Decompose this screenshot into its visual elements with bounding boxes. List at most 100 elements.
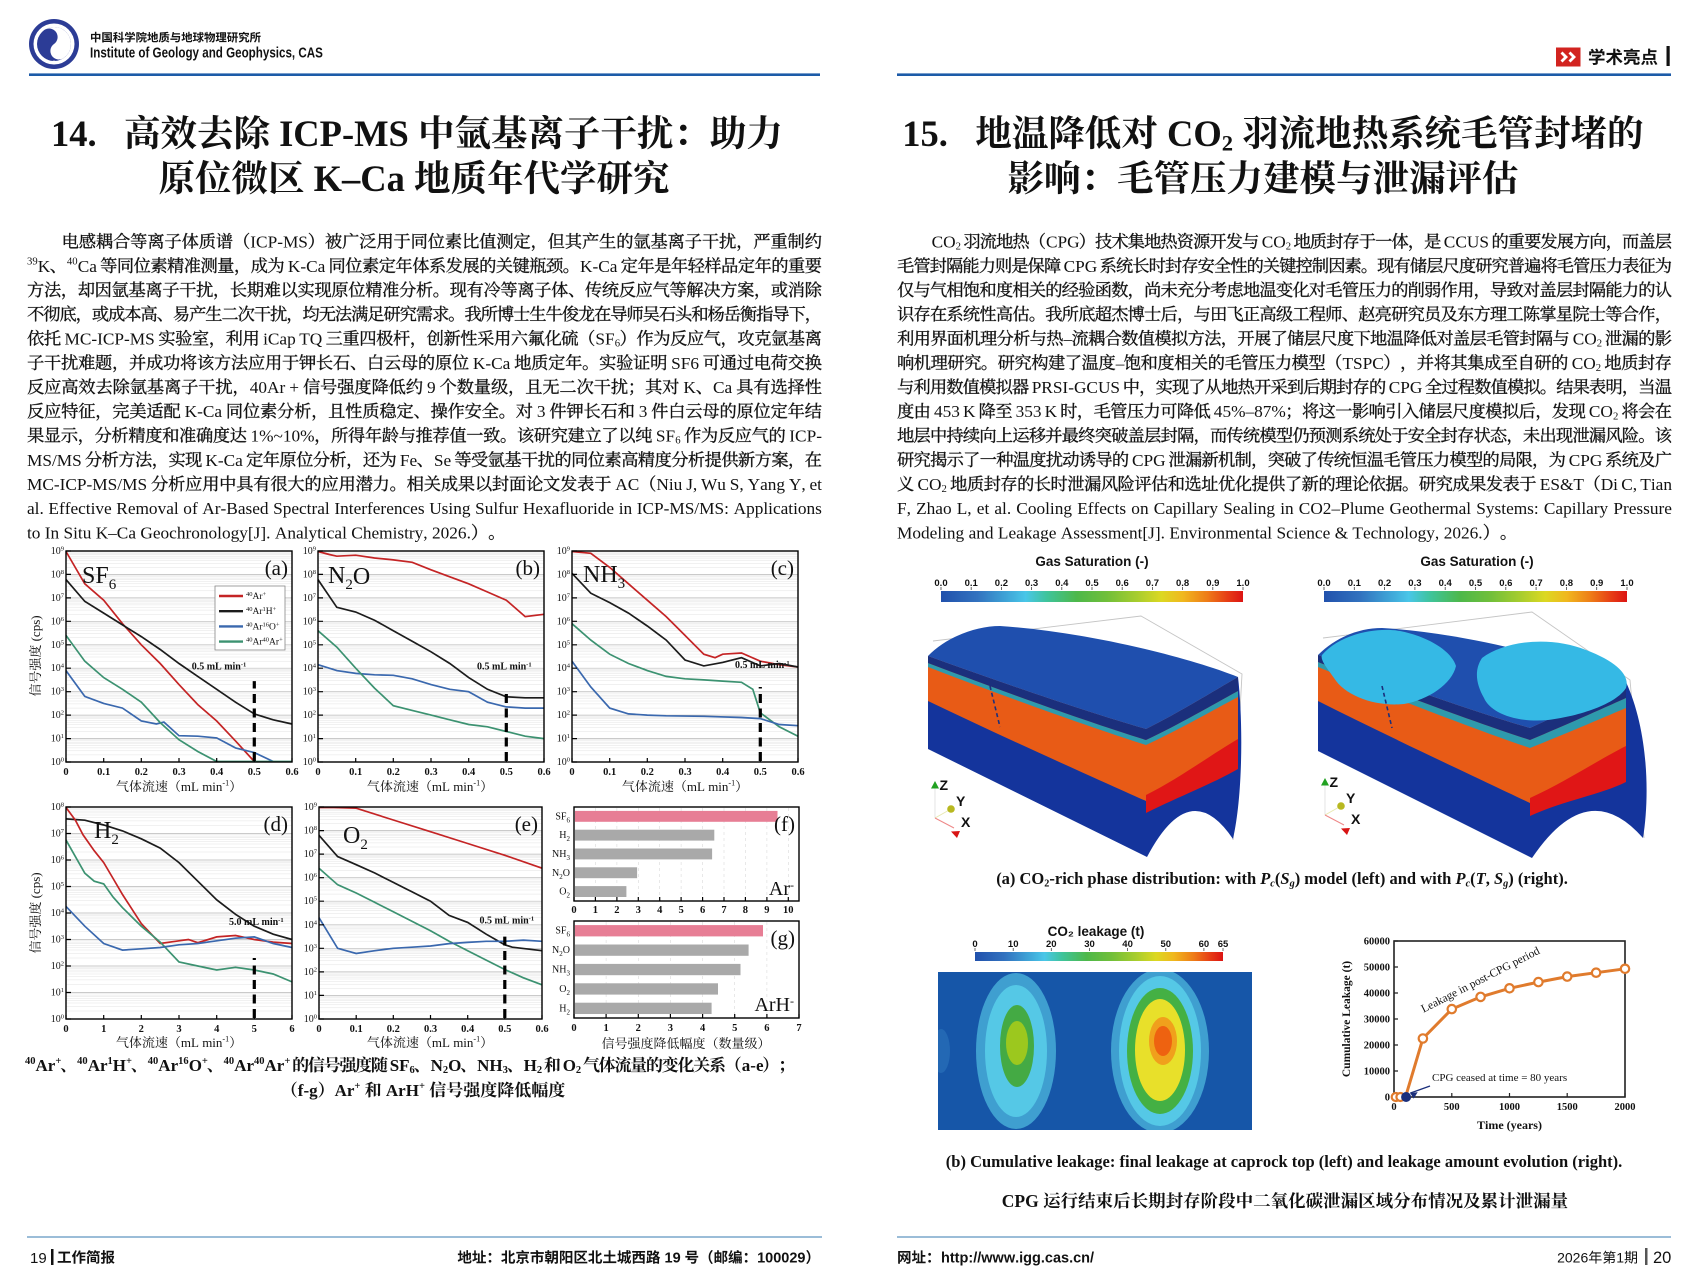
svg-text:20000: 20000 — [1364, 1041, 1390, 1052]
svg-text:453: 453 — [934, 402, 960, 421]
svg-text:100: 100 — [51, 1014, 64, 1026]
svg-text:PRSI-GCUS: PRSI-GCUS — [1032, 378, 1120, 397]
svg-text:0.0: 0.0 — [934, 578, 947, 589]
svg-text:Assessment[J].: Assessment[J]. — [1061, 524, 1165, 543]
svg-text:1.0: 1.0 — [1620, 578, 1633, 589]
svg-text:40: 40 — [1122, 939, 1133, 950]
svg-text:353: 353 — [1016, 402, 1042, 421]
svg-text:(g): (g) — [771, 926, 796, 950]
svg-text:10000: 10000 — [1364, 1067, 1390, 1078]
svg-text:Analytical: Analytical — [275, 524, 347, 543]
svg-text:MC-ICP-MS: MC-ICP-MS — [65, 330, 155, 349]
svg-text:65: 65 — [1218, 939, 1229, 950]
svg-text:+: + — [419, 1081, 425, 1092]
svg-text:and: and — [1357, 1152, 1384, 1171]
svg-text:19: 19 — [665, 1251, 681, 1267]
svg-text:-1: -1 — [728, 779, 735, 788]
svg-text:Geothermal: Geothermal — [1390, 499, 1472, 518]
svg-text:(left): (left) — [1319, 1152, 1353, 1171]
svg-text:20: 20 — [1046, 939, 1057, 950]
svg-text:Y: Y — [1346, 790, 1356, 806]
svg-text:109: 109 — [304, 802, 317, 814]
svg-text:0.2: 0.2 — [387, 767, 400, 778]
svg-text:N2O: N2O — [552, 945, 570, 958]
svg-text:ArH: ArH — [386, 1081, 419, 1100]
svg-text:Chemistry,: Chemistry, — [351, 524, 427, 543]
svg-text:101: 101 — [304, 990, 317, 1002]
svg-text:Z: Z — [940, 777, 949, 793]
svg-text:0.7: 0.7 — [1146, 578, 1159, 589]
svg-text:ICP-MS: ICP-MS — [279, 113, 409, 154]
svg-text:3: 3 — [503, 1065, 508, 1076]
svg-text:CPG: CPG — [1389, 378, 1423, 397]
svg-text:0: 0 — [571, 1023, 576, 1034]
svg-text:0.3: 0.3 — [1025, 578, 1038, 589]
svg-text:0.6: 0.6 — [285, 767, 298, 778]
svg-text:0.5: 0.5 — [500, 767, 513, 778]
svg-text:Interferences: Interferences — [334, 499, 424, 518]
svg-text:Z: Z — [1330, 774, 1339, 790]
svg-text:min: min — [202, 779, 223, 794]
svg-text:0.1: 0.1 — [1348, 578, 1362, 589]
svg-text:0: 0 — [63, 767, 68, 778]
svg-text:Geochronology[J].: Geochronology[J]. — [140, 524, 270, 543]
svg-text:40: 40 — [148, 1056, 159, 1067]
svg-text:-1: -1 — [222, 779, 229, 788]
svg-text:45%–87%: 45%–87% — [1214, 402, 1286, 421]
svg-text:S,: S, — [730, 475, 744, 494]
svg-text:100: 100 — [304, 1014, 317, 1026]
svg-text:0.6: 0.6 — [791, 767, 804, 778]
svg-text:102: 102 — [51, 961, 64, 973]
svg-text:0.1: 0.1 — [350, 1024, 363, 1035]
svg-text:50: 50 — [1161, 939, 1172, 950]
svg-text:100: 100 — [51, 757, 64, 769]
svg-text:K–Ca: K–Ca — [314, 158, 405, 199]
svg-text:X: X — [961, 814, 971, 830]
svg-text:40Ar: 40Ar — [250, 378, 286, 397]
svg-text:105: 105 — [303, 639, 316, 651]
svg-text:104: 104 — [51, 663, 65, 675]
svg-text:0: 0 — [1391, 1102, 1396, 1113]
svg-text:O: O — [448, 1056, 461, 1075]
svg-text:0.4: 0.4 — [461, 1024, 475, 1035]
svg-text:3: 3 — [176, 1024, 181, 1035]
svg-text:SF6: SF6 — [555, 811, 570, 824]
svg-text:K-Ca: K-Ca — [205, 451, 243, 470]
svg-text:Niu: Niu — [656, 475, 682, 494]
svg-text:leakage:: leakage: — [1057, 1152, 1116, 1171]
svg-text:K-Ca: K-Ca — [185, 402, 223, 421]
svg-text:with: with — [1225, 869, 1256, 888]
svg-text:2026.: 2026. — [1444, 524, 1483, 543]
svg-text:Ar: Ar — [335, 1081, 355, 1100]
svg-text:0.3: 0.3 — [424, 767, 437, 778]
svg-text:2: 2 — [537, 1065, 542, 1076]
svg-text:0.5: 0.5 — [754, 767, 767, 778]
svg-text:mL: mL — [687, 779, 705, 794]
svg-text:4: 4 — [700, 1023, 706, 1034]
svg-text:104: 104 — [51, 908, 65, 920]
svg-text:Ar: Ar — [36, 1056, 56, 1075]
svg-text:CPG ceased at time = 80 years: CPG ceased at time = 80 years — [1432, 1072, 1567, 1084]
svg-text:6: 6 — [410, 1065, 415, 1076]
svg-text:CO: CO — [1262, 233, 1286, 252]
svg-text:105: 105 — [51, 881, 64, 893]
svg-text:+: + — [284, 1056, 290, 1067]
svg-text:40000: 40000 — [1364, 989, 1390, 1000]
svg-text:101: 101 — [557, 733, 570, 745]
svg-text:103: 103 — [51, 934, 64, 946]
svg-text:0.4: 0.4 — [1439, 578, 1453, 589]
svg-text:–: – — [1063, 330, 1073, 349]
svg-text:NH3: NH3 — [552, 849, 570, 862]
svg-text:3: 3 — [639, 402, 648, 421]
svg-text:a-e: a-e — [742, 1056, 764, 1075]
svg-text:(b): (b) — [516, 556, 541, 580]
svg-text:30: 30 — [1084, 939, 1095, 950]
svg-text:(cps): (cps) — [28, 615, 43, 641]
svg-text:final: final — [1120, 1152, 1153, 1171]
svg-text:Technology,: Technology, — [1352, 524, 1439, 543]
svg-text:0.5 mL min-1: 0.5 mL min-1 — [192, 661, 247, 672]
svg-text:NH3: NH3 — [552, 965, 570, 978]
svg-text:0: 0 — [316, 1024, 321, 1035]
svg-text:P: P — [1455, 869, 1467, 888]
svg-text:caprock: caprock — [1231, 1152, 1289, 1171]
